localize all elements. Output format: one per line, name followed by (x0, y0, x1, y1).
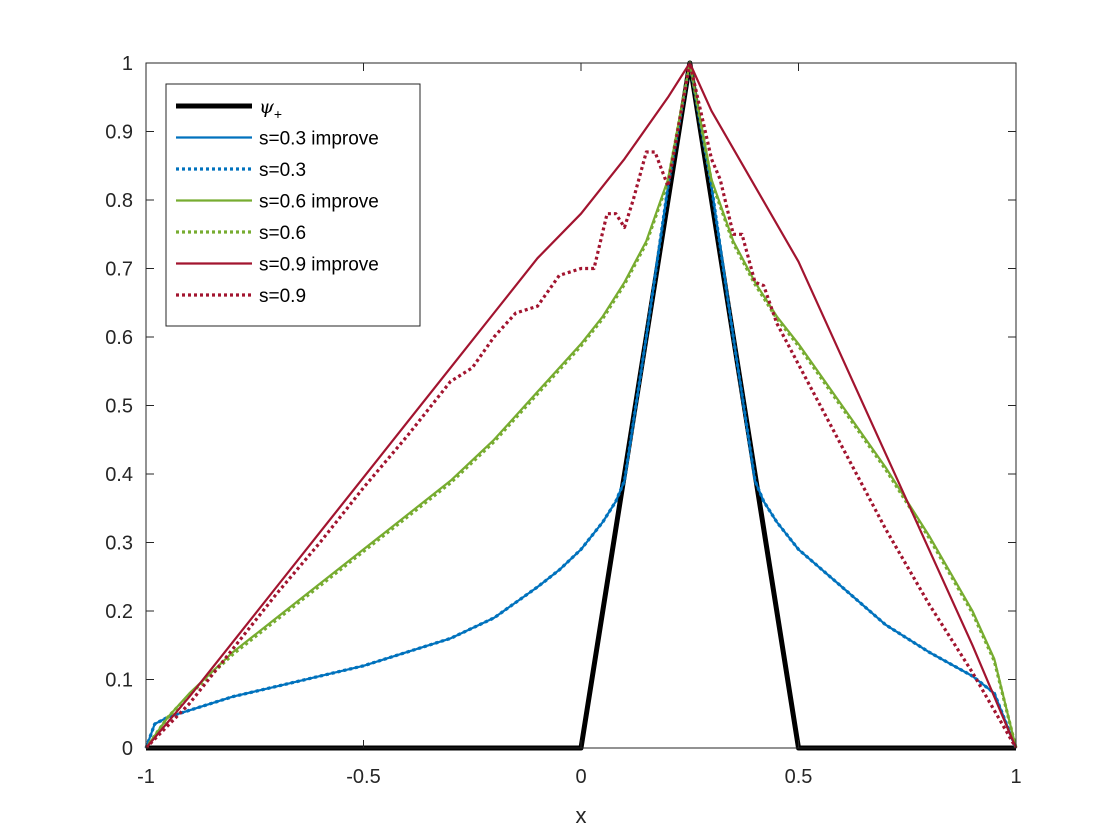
series-line-4 (144, 61, 1018, 749)
y-tick-label: 0.7 (105, 259, 133, 281)
x-tick-label: -1 (137, 766, 155, 788)
legend-label: s=0.6 (259, 223, 306, 244)
y-tick-label: 0.8 (105, 190, 133, 212)
y-tick-label: 0.5 (105, 396, 133, 418)
legend: ψ+ s=0.3 improve s=0.3 s=0.6 improve s=0.6 s=… (165, 83, 421, 327)
y-tick-label: 0 (122, 738, 133, 760)
x-axis-label: x (576, 803, 587, 828)
legend-label: s=0.6 improve (259, 192, 379, 213)
x-tick-label: -0.5 (346, 766, 380, 788)
legend-label: ψ+ (259, 96, 282, 122)
y-tick-label: 1 (122, 53, 133, 75)
x-tick-label: 0 (575, 766, 586, 788)
ticks-layer: -1 -0.5 0 0.5 1 0 0.1 0.2 0.3 0.4 0.5 0.6 0.7 0.8 0.9 1 (105, 53, 1021, 788)
x-tick-label: 1 (1010, 766, 1021, 788)
series-line-6 (144, 61, 1018, 750)
legend-label: s=0.9 improve (259, 255, 379, 276)
series-line-2 (144, 61, 1018, 749)
y-tick-label: 0.1 (105, 670, 133, 692)
series-line-5 (145, 61, 1018, 749)
y-tick-label: 0.9 (105, 122, 133, 144)
legend-label: s=0.9 (259, 286, 306, 307)
x-tick-label: 0.5 (785, 766, 813, 788)
legend-label: s=0.3 (259, 160, 306, 181)
y-tick-label: 0.3 (105, 533, 133, 555)
y-tick-label: 0.6 (105, 327, 133, 349)
legend-label: s=0.3 improve (259, 129, 379, 150)
y-tick-label: 0.4 (105, 464, 133, 486)
legend-box (165, 83, 421, 327)
y-tick-label: 0.2 (105, 601, 133, 623)
